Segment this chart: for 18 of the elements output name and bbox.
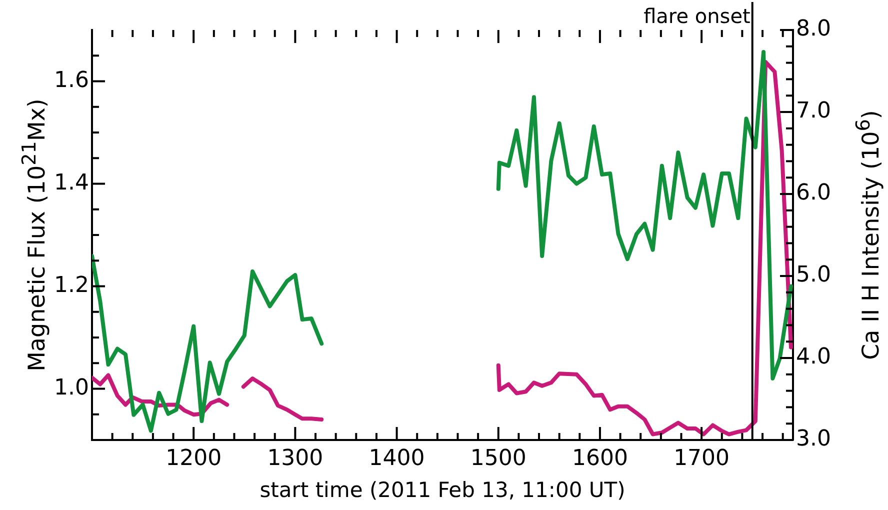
y2-tick-label: 7.0 <box>796 98 831 124</box>
y2-tick-label: 6.0 <box>796 180 831 206</box>
x-tick-label: 1600 <box>572 446 628 471</box>
x-tick-label: 1300 <box>267 446 324 471</box>
y2-tick-label: 3.0 <box>796 426 831 452</box>
y-tick-label: 1.0 <box>54 375 89 400</box>
y-tick-label: 1.2 <box>54 272 89 298</box>
ref-line-label: flare onset <box>644 4 751 28</box>
y2-tick-label: 5.0 <box>796 262 831 288</box>
y2-tick-label: 8.0 <box>796 16 831 42</box>
x-tick-label: 1500 <box>470 446 526 471</box>
y-tick-label: 1.6 <box>54 68 89 93</box>
x-tick-label: 1700 <box>674 446 730 471</box>
y2-tick-label: 4.0 <box>796 344 831 370</box>
x-axis-title: start time (2011 Feb 13, 11:00 UT) <box>260 478 626 502</box>
x-tick-label: 1200 <box>166 446 222 471</box>
y-tick-label: 1.4 <box>54 170 89 196</box>
x-tick-label: 1400 <box>368 446 425 471</box>
